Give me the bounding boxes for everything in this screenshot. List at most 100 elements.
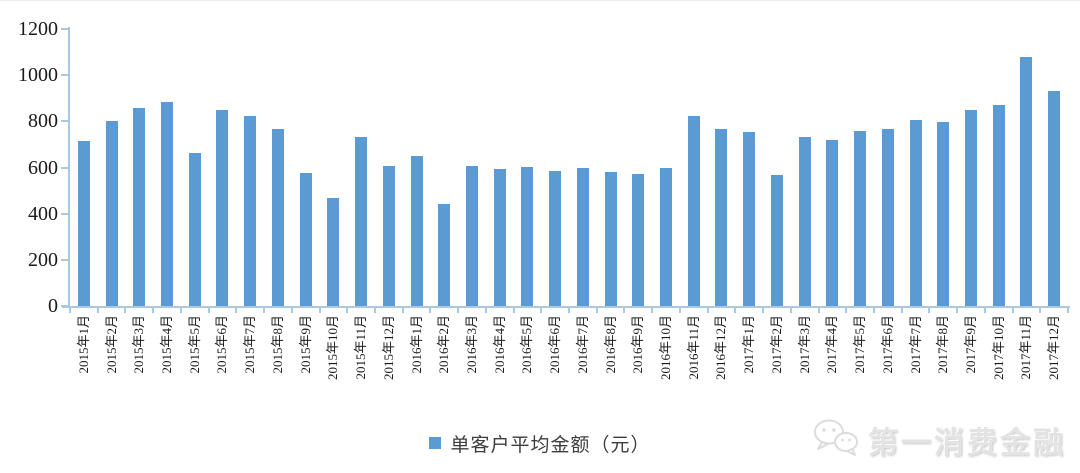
bar-2016年2月 [438,204,451,306]
x-axis-label: 2017年10月 [990,315,1006,381]
x-axis-label: 2017年12月 [1046,315,1062,381]
bar-2016年12月 [715,129,728,306]
bar-2016年6月 [549,170,562,306]
x-axis-tick [457,308,460,313]
x-axis-tick [346,308,349,313]
x-axis-tick [179,308,182,313]
x-axis-tick [512,308,515,313]
bar-2017年3月 [798,136,811,306]
y-axis-tick-label: 600 [28,156,58,179]
bar-2017年8月 [937,122,950,306]
x-axis-tick [429,308,432,313]
x-axis-tick [706,308,709,313]
bar-2015年9月 [299,172,312,306]
x-axis-tick [96,308,99,313]
x-axis-label: 2015年10月 [325,315,341,381]
watermark: 第一消费金融 [802,405,1072,473]
bar-2015年6月 [216,109,229,306]
bar-2017年9月 [964,109,977,306]
x-axis-tick [845,308,848,313]
y-axis-tick-label: 200 [28,248,58,271]
bar-2016年7月 [576,168,589,306]
bar-2015年12月 [382,166,395,306]
x-axis-tick [1011,308,1014,313]
x-axis-label: 2016年7月 [574,315,590,374]
x-axis-tick [651,308,654,313]
x-axis-tick [290,308,293,313]
y-axis-tick [61,74,68,77]
x-axis-label: 2016年4月 [491,315,507,374]
chart-legend: 单客户平均金额（元） [0,431,1080,456]
y-axis-tick [61,305,68,307]
bar-2017年6月 [881,128,894,306]
x-axis-tick [678,308,681,313]
x-axis-label: 2017年6月 [879,315,895,374]
bar-2015年8月 [271,128,284,306]
x-axis-tick [623,308,626,313]
x-axis-label: 2015年11月 [353,315,369,380]
x-axis-label: 2016年9月 [630,315,646,374]
bar-2016年1月 [410,155,423,306]
x-axis-label: 2015年5月 [186,315,202,374]
bar-2016年9月 [632,173,645,306]
x-axis-label: 2017年7月 [907,315,923,374]
bar-2017年5月 [854,131,867,306]
bar-2016年4月 [493,169,506,306]
bar-2017年12月 [1048,90,1061,306]
y-axis [68,27,70,308]
x-axis-label: 2015年1月 [75,315,91,374]
x-axis-label: 2016年3月 [463,315,479,374]
x-axis-label: 2015年2月 [103,315,119,374]
x-axis-tick [956,308,959,313]
bar-2017年4月 [826,140,839,306]
x-axis-tick [69,308,71,313]
x-axis-label: 2015年3月 [131,315,147,374]
bar-2016年10月 [660,168,673,306]
x-axis-tick [789,308,792,313]
bar-2016年8月 [604,171,617,306]
y-axis-tick-label: 1000 [18,64,58,87]
x-axis-label: 2015年12月 [380,315,396,381]
x-axis-label: 2017年11月 [1018,315,1034,380]
x-axis-label: 2016年8月 [602,315,618,374]
x-axis-tick [1067,308,1069,313]
x-axis-label: 2016年2月 [436,315,452,374]
bar-2015年4月 [161,102,174,306]
x-axis-label: 2017年2月 [768,315,784,374]
y-axis-tick [61,212,68,215]
bar-2015年1月 [77,140,90,306]
x-axis-tick [928,308,931,313]
x-axis-label: 2015年4月 [159,315,175,374]
bar-2017年10月 [992,105,1005,306]
x-axis-tick [1039,308,1042,313]
x-axis-tick [235,308,238,313]
bar-2015年11月 [355,136,368,306]
y-axis-tick-label: 400 [28,202,58,225]
x-axis-label: 2017年5月 [852,315,868,374]
x-axis-tick [484,308,487,313]
bar-2016年3月 [465,166,478,306]
x-axis-label: 2016年12月 [713,315,729,381]
bar-2017年11月 [1020,56,1033,306]
bar-2016年11月 [687,116,700,306]
plot-area: 0 200 400 600 800 1000 1200 2015年1月 2015年2月 2015年… [18,19,1070,380]
x-axis-label: 2016年5月 [519,315,535,374]
x-axis-label: 2016年10月 [658,315,674,381]
legend-label: 单客户平均金额（元） [450,434,651,456]
y-axis-tick [61,258,68,261]
x-axis-tick [207,308,210,313]
x-axis-tick [734,308,737,313]
x-axis-label: 2017年3月 [796,315,812,374]
bar-2015年7月 [244,115,257,306]
x-axis-label: 2017年8月 [935,315,951,374]
y-axis-tick-label: 1200 [18,18,58,40]
x-axis-label: 2015年6月 [214,315,230,374]
x-axis-label: 2015年7月 [242,315,258,374]
x-axis-tick [568,308,570,313]
x-axis-label: 2015年8月 [269,315,285,374]
x-axis-tick [373,308,376,313]
legend-marker-swatch [429,437,442,449]
bar-2017年1月 [743,132,756,306]
y-axis-tick-label: 0 [48,295,58,317]
